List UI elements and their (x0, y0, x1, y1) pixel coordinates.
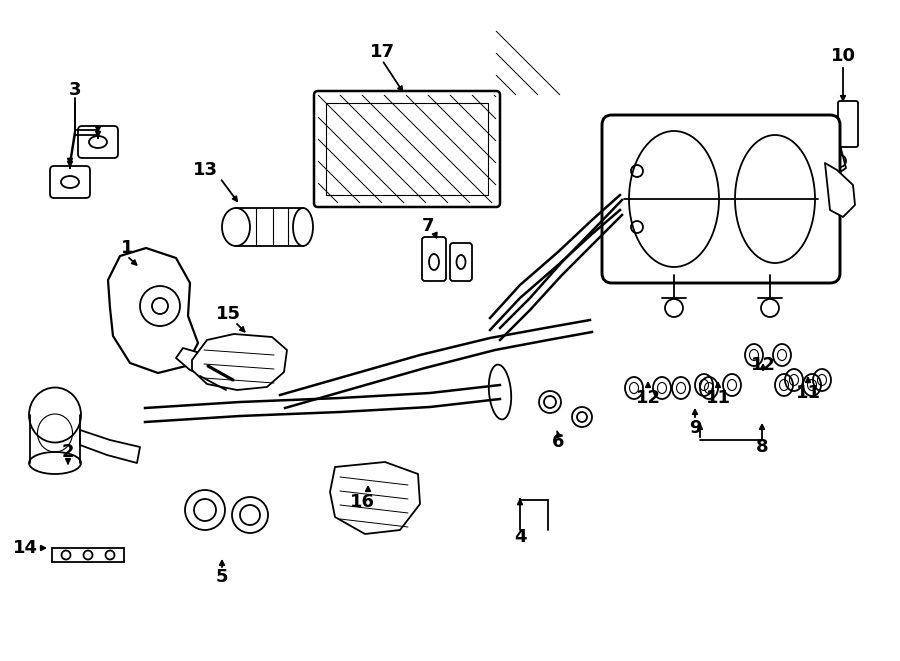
Polygon shape (192, 334, 287, 390)
Text: 10: 10 (831, 47, 856, 65)
Text: 4: 4 (514, 528, 526, 546)
Text: 14: 14 (13, 539, 38, 557)
Polygon shape (330, 462, 420, 534)
Text: 7: 7 (422, 217, 434, 235)
Text: 8: 8 (756, 438, 769, 456)
FancyBboxPatch shape (838, 101, 858, 147)
FancyBboxPatch shape (50, 166, 90, 198)
Polygon shape (176, 348, 216, 378)
Text: 12: 12 (635, 389, 661, 407)
Polygon shape (108, 248, 198, 373)
Text: 1: 1 (121, 239, 133, 257)
FancyBboxPatch shape (78, 126, 118, 158)
Text: 9: 9 (688, 419, 701, 437)
Polygon shape (826, 145, 846, 175)
Text: 11: 11 (796, 384, 821, 402)
Text: 3: 3 (68, 81, 81, 99)
Text: 6: 6 (552, 433, 564, 451)
FancyBboxPatch shape (422, 237, 446, 281)
FancyBboxPatch shape (314, 91, 500, 207)
Text: 5: 5 (216, 568, 229, 586)
Text: 11: 11 (706, 389, 731, 407)
Text: 12: 12 (751, 356, 776, 374)
Text: 2: 2 (62, 443, 74, 461)
Text: 15: 15 (215, 305, 240, 323)
Text: 13: 13 (193, 161, 218, 179)
Polygon shape (80, 430, 140, 463)
Polygon shape (825, 163, 855, 217)
FancyBboxPatch shape (602, 115, 840, 283)
Text: 16: 16 (349, 493, 374, 511)
FancyBboxPatch shape (450, 243, 472, 281)
Text: 17: 17 (370, 43, 394, 61)
